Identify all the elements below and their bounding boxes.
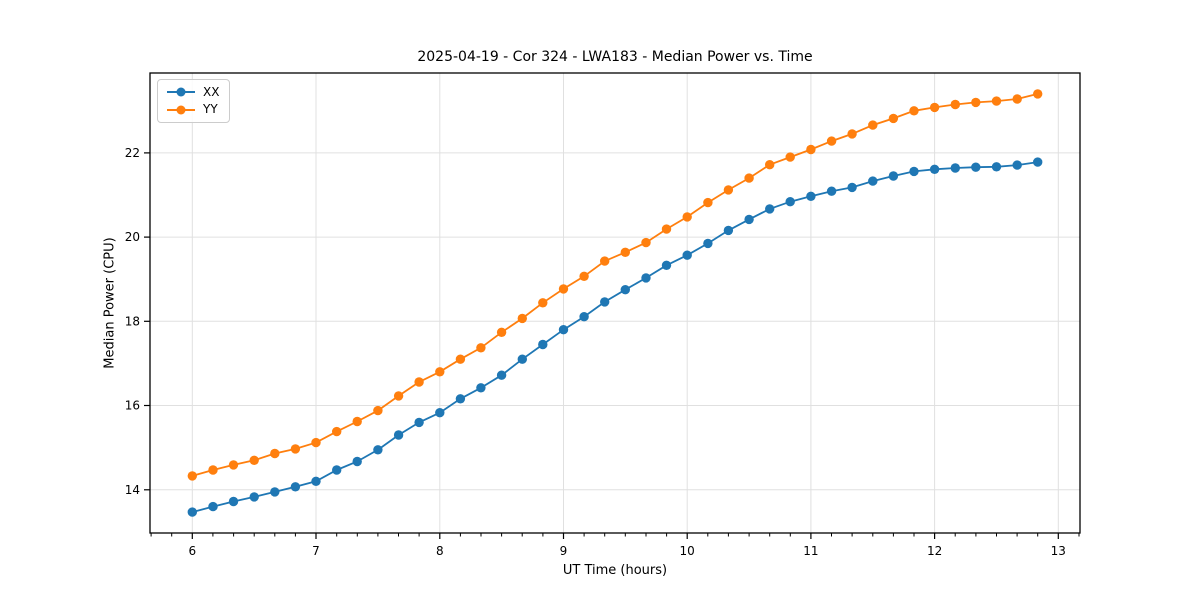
series-xx-markers: [187, 157, 1043, 517]
axes-spines: [149, 72, 1081, 534]
series-yy-line: [192, 93, 1038, 477]
svg-text:8: 8: [436, 544, 444, 558]
x-axis-label: UT Time (hours): [562, 563, 668, 578]
legend: XX YY: [157, 79, 231, 123]
x-axis-ticks: 6 7 8 9 10 11 12 13: [188, 533, 1066, 558]
legend-item-yy: YY: [166, 102, 219, 116]
legend-label-xx: XX: [203, 85, 220, 99]
svg-text:11: 11: [803, 544, 818, 558]
legend-line-marker-xx-icon: [167, 87, 195, 97]
legend-line-marker-yy-icon: [167, 105, 195, 115]
svg-text:9: 9: [560, 544, 568, 558]
svg-text:20: 20: [125, 230, 140, 244]
svg-text:22: 22: [125, 146, 140, 160]
svg-text:18: 18: [125, 314, 140, 328]
svg-text:12: 12: [927, 544, 942, 558]
svg-text:7: 7: [312, 544, 320, 558]
y-axis-ticks: 14 16 18 20 22: [125, 146, 150, 497]
legend-label-yy: YY: [203, 102, 218, 117]
legend-item-xx: XX: [166, 85, 219, 99]
series-yy-markers: [187, 89, 1043, 481]
chart-title: 2025-04-19 - Cor 324 - LWA183 - Median P…: [417, 49, 813, 65]
svg-text:10: 10: [680, 544, 695, 558]
svg-text:13: 13: [1051, 544, 1066, 558]
svg-text:16: 16: [125, 399, 140, 413]
svg-text:14: 14: [125, 483, 140, 497]
svg-text:6: 6: [188, 544, 196, 558]
grid-lines: [150, 73, 1080, 533]
series-xx-line: [192, 161, 1038, 513]
